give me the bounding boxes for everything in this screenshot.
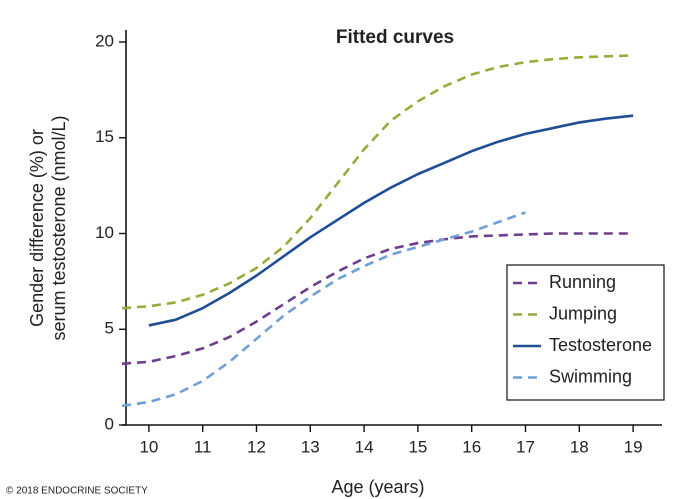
x-tick-label: 19 xyxy=(624,437,643,456)
x-tick-label: 16 xyxy=(462,437,481,456)
series-line xyxy=(148,114,634,327)
legend-label: Swimming xyxy=(549,366,632,386)
y-tick-label: 15 xyxy=(95,127,114,146)
x-tick-label: 11 xyxy=(194,437,212,456)
x-tick-label: 17 xyxy=(516,437,535,456)
legend-label: Running xyxy=(549,272,616,292)
x-tick-label: 15 xyxy=(408,437,427,456)
legend-label: Testosterone xyxy=(549,335,652,355)
y-axis-label: Gender difference (%) or serum testoster… xyxy=(27,115,69,340)
chart-title: Fitted curves xyxy=(336,27,454,48)
y-tick-label: 0 xyxy=(105,414,114,433)
y-tick-label: 20 xyxy=(95,31,114,50)
x-tick-label: 10 xyxy=(139,437,158,456)
y-tick-label: 10 xyxy=(95,223,114,242)
x-tick-label: 18 xyxy=(570,437,589,456)
series-line xyxy=(121,211,526,408)
y-tick-label: 5 xyxy=(105,319,114,338)
x-axis-label: Age (years) xyxy=(331,477,424,497)
x-tick-label: 12 xyxy=(247,437,266,456)
legend-label: Jumping xyxy=(549,303,617,323)
legend-box xyxy=(506,264,665,401)
credit: © 2018 ENDOCRINE SOCIETY xyxy=(6,486,148,497)
x-tick-label: 14 xyxy=(355,437,374,456)
y-axis-label-line: Gender difference (%) or xyxy=(27,129,47,327)
series-line xyxy=(121,54,634,310)
y-axis-label-line: serum testosterone (nmol/L) xyxy=(49,115,69,340)
x-tick-label: 13 xyxy=(301,437,320,456)
series-line xyxy=(121,232,634,366)
